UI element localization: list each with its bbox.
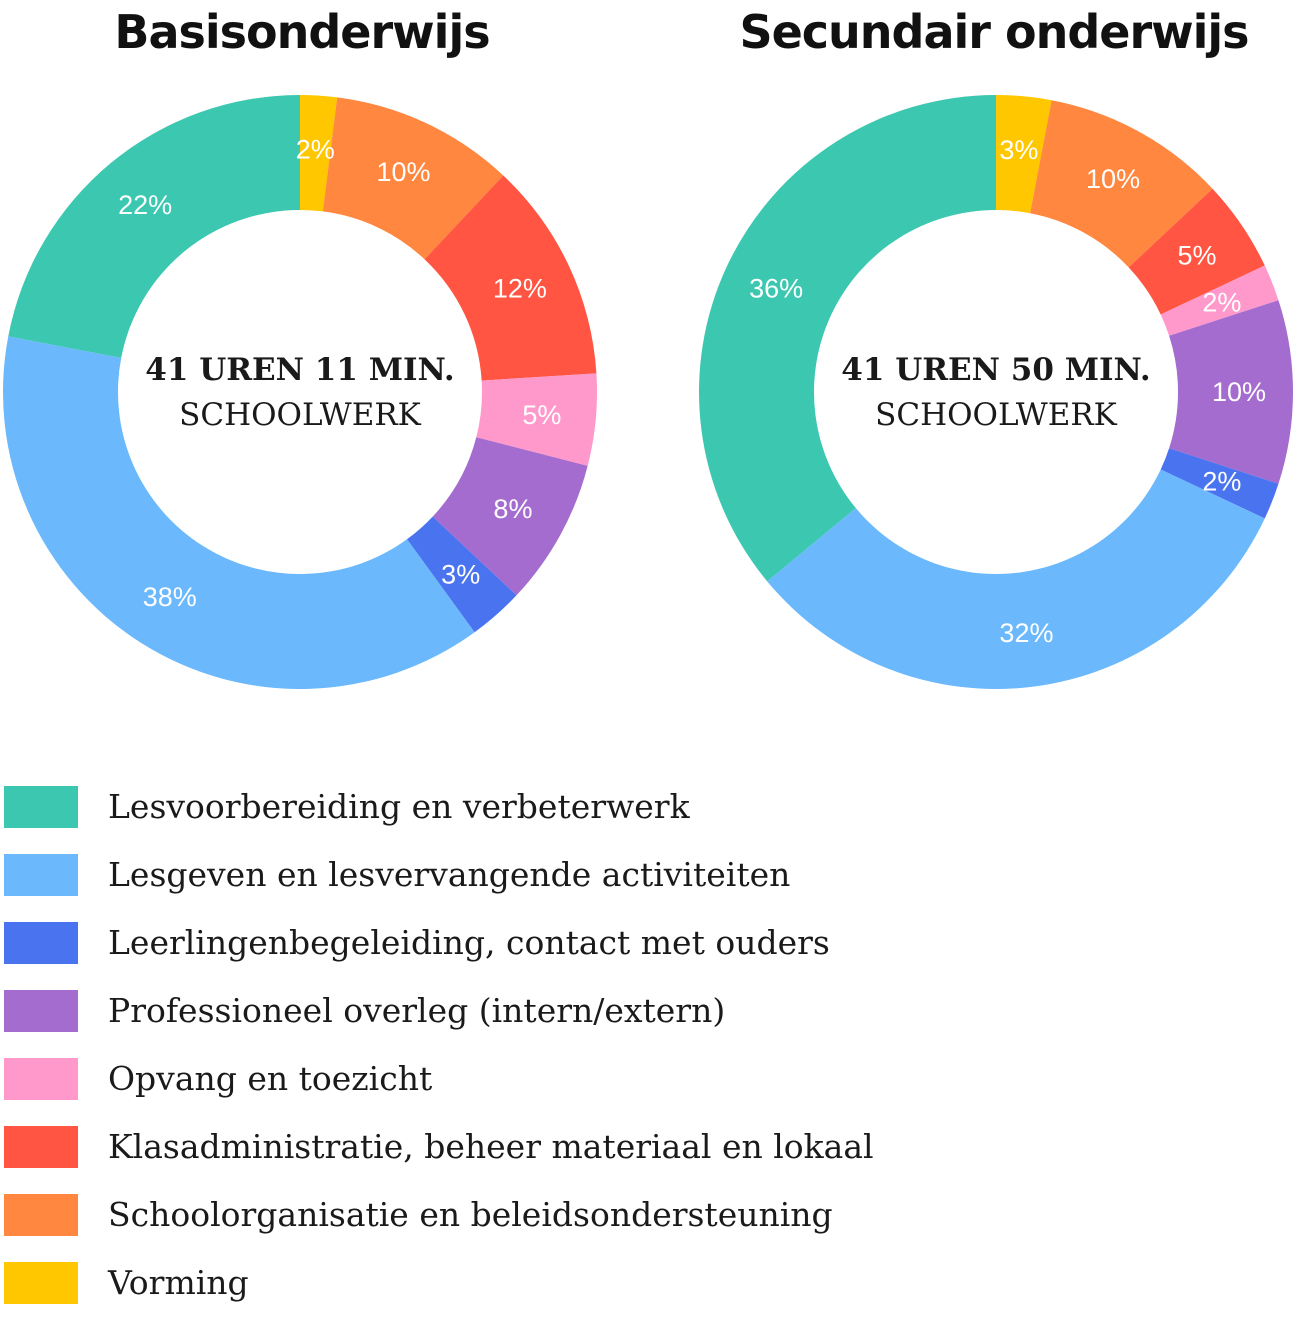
legend-item: Lesvoorbereiding en verbeterwerk	[4, 786, 1004, 828]
donut-slice	[767, 469, 1265, 689]
legend-swatch	[4, 990, 78, 1032]
donut-slice	[424, 175, 597, 381]
center-total-secundair: 41 UREN 50 MIN.	[841, 352, 1150, 388]
slice-value-label: 2%	[296, 134, 335, 164]
slice-value-label: 5%	[1177, 240, 1216, 270]
donut-slice	[1030, 100, 1213, 268]
legend-swatch	[4, 1058, 78, 1100]
legend-item: Vorming	[4, 1262, 1004, 1304]
legend-item: Lesgeven en lesvervangende activiteiten	[4, 854, 1004, 896]
donut-slice	[996, 95, 1052, 214]
legend-swatch	[4, 786, 78, 828]
donut-chart-secundair-onderwijs: 3% 10% 5% 2% 10% 2% 32% 36% 41 UREN 50 MIN. SCH…	[699, 95, 1293, 689]
legend-swatch	[4, 1194, 78, 1236]
slice-value-label: 10%	[376, 157, 430, 187]
slice-value-label: 12%	[493, 274, 547, 304]
legend-item: Schoolorganisatie en beleidsondersteunin…	[4, 1194, 1004, 1236]
legend-label: Professioneel overleg (intern/extern)	[108, 991, 726, 1030]
slice-value-label: 36%	[749, 274, 803, 304]
donut-slice	[322, 97, 504, 260]
center-total-basisonderwijs: 41 UREN 11 MIN.	[145, 352, 454, 388]
slice-value-label: 8%	[493, 494, 532, 524]
legend-item: Professioneel overleg (intern/extern)	[4, 990, 1004, 1032]
donut-slice	[2, 336, 475, 689]
donut-slice	[300, 95, 338, 212]
slice-value-label: 10%	[1086, 164, 1140, 194]
legend-label: Klasadministratie, beheer materiaal en l…	[108, 1127, 874, 1166]
slice-value-label: 2%	[1202, 466, 1241, 496]
donut-slice	[699, 95, 996, 582]
center-label-basisonderwijs: SCHOOLWERK	[179, 397, 422, 433]
legend-label: Schoolorganisatie en beleidsondersteunin…	[108, 1195, 833, 1234]
legend-item: Opvang en toezicht	[4, 1058, 1004, 1100]
slice-value-label: 10%	[1212, 377, 1266, 407]
legend-label: Opvang en toezicht	[108, 1059, 433, 1098]
donut-chart-basisonderwijs: 2% 10% 12% 5% 8% 3% 38% 22% 41 UREN 11 MIN. SCH…	[2, 95, 597, 689]
slice-value-label: 3%	[441, 559, 480, 589]
legend-label: Leerlingenbegeleiding, contact met ouder…	[108, 923, 830, 962]
donut-slice	[1160, 448, 1279, 519]
legend-swatch	[4, 854, 78, 896]
donut-slice	[476, 373, 597, 466]
slice-value-label: 3%	[999, 135, 1038, 165]
donut-slice	[1128, 188, 1265, 315]
slice-value-label: 32%	[999, 618, 1053, 648]
legend-swatch	[4, 1126, 78, 1168]
donut-slice	[432, 437, 588, 596]
legend-label: Vorming	[108, 1263, 249, 1302]
chart-title-basisonderwijs: Basisonderwijs	[114, 5, 490, 59]
donut-slice	[8, 95, 301, 358]
legend-item: Klasadministratie, beheer materiaal en l…	[4, 1126, 1004, 1168]
slice-value-label: 5%	[522, 400, 561, 430]
legend-swatch	[4, 922, 78, 964]
chart-title-secundair-onderwijs: Secundair onderwijs	[739, 5, 1249, 59]
slice-value-label: 38%	[143, 582, 197, 612]
donut-slice	[1160, 265, 1279, 336]
donut-slice	[406, 516, 517, 633]
donut-slice	[1169, 300, 1293, 484]
center-label-secundair: SCHOOLWERK	[875, 397, 1118, 433]
legend-item: Leerlingenbegeleiding, contact met ouder…	[4, 922, 1004, 964]
legend-label: Lesgeven en lesvervangende activiteiten	[108, 855, 791, 894]
slice-value-label: 22%	[118, 190, 172, 220]
legend-swatch	[4, 1262, 78, 1304]
slice-value-label: 2%	[1202, 288, 1241, 318]
legend-label: Lesvoorbereiding en verbeterwerk	[108, 787, 690, 826]
